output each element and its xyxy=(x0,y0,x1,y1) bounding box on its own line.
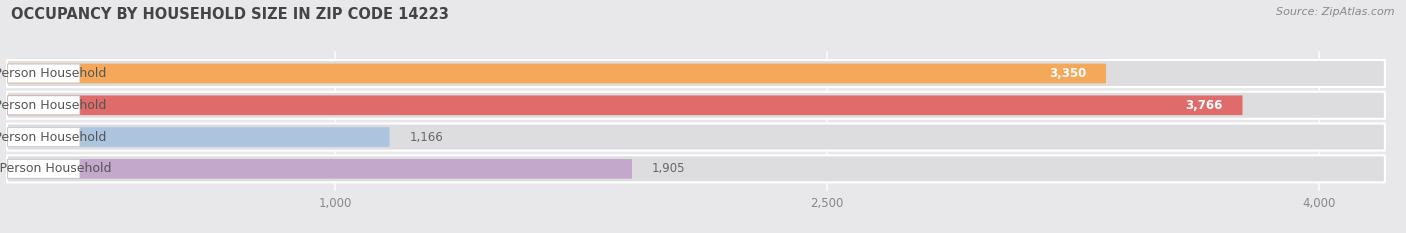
FancyBboxPatch shape xyxy=(7,64,80,83)
Text: 1,166: 1,166 xyxy=(409,130,443,144)
FancyBboxPatch shape xyxy=(7,64,1107,83)
FancyBboxPatch shape xyxy=(7,159,633,179)
Text: 1,905: 1,905 xyxy=(652,162,685,175)
FancyBboxPatch shape xyxy=(7,92,1385,119)
FancyBboxPatch shape xyxy=(7,128,80,146)
FancyBboxPatch shape xyxy=(7,96,1243,115)
FancyBboxPatch shape xyxy=(7,96,80,115)
Text: 3-Person Household: 3-Person Household xyxy=(0,130,105,144)
Text: 3,766: 3,766 xyxy=(1185,99,1223,112)
Text: OCCUPANCY BY HOUSEHOLD SIZE IN ZIP CODE 14223: OCCUPANCY BY HOUSEHOLD SIZE IN ZIP CODE … xyxy=(11,7,449,22)
Text: 2-Person Household: 2-Person Household xyxy=(0,99,105,112)
FancyBboxPatch shape xyxy=(7,127,389,147)
FancyBboxPatch shape xyxy=(7,155,1385,182)
Text: 1-Person Household: 1-Person Household xyxy=(0,67,105,80)
FancyBboxPatch shape xyxy=(7,60,1385,87)
Text: 3,350: 3,350 xyxy=(1049,67,1087,80)
Text: Source: ZipAtlas.com: Source: ZipAtlas.com xyxy=(1277,7,1395,17)
FancyBboxPatch shape xyxy=(7,159,80,178)
FancyBboxPatch shape xyxy=(7,123,1385,151)
Text: 4+ Person Household: 4+ Person Household xyxy=(0,162,111,175)
